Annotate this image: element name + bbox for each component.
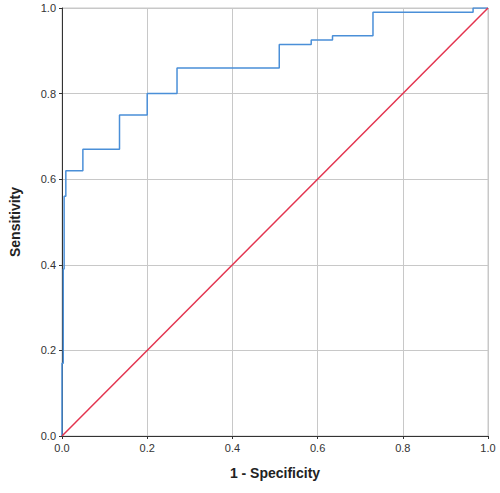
svg-text:0.4: 0.4 — [225, 442, 240, 454]
svg-text:0.0: 0.0 — [41, 430, 56, 442]
svg-text:0.8: 0.8 — [41, 88, 56, 100]
svg-text:0.0: 0.0 — [54, 442, 69, 454]
svg-text:1.0: 1.0 — [480, 442, 495, 454]
svg-text:0.2: 0.2 — [41, 344, 56, 356]
svg-text:1.0: 1.0 — [41, 2, 56, 14]
svg-text:0.2: 0.2 — [140, 442, 155, 454]
svg-text:0.6: 0.6 — [41, 173, 56, 185]
svg-text:1 - Specificity: 1 - Specificity — [230, 465, 320, 481]
svg-text:0.4: 0.4 — [41, 259, 56, 271]
svg-text:0.6: 0.6 — [310, 442, 325, 454]
svg-text:Sensitivity: Sensitivity — [7, 187, 23, 257]
svg-text:0.8: 0.8 — [395, 442, 410, 454]
